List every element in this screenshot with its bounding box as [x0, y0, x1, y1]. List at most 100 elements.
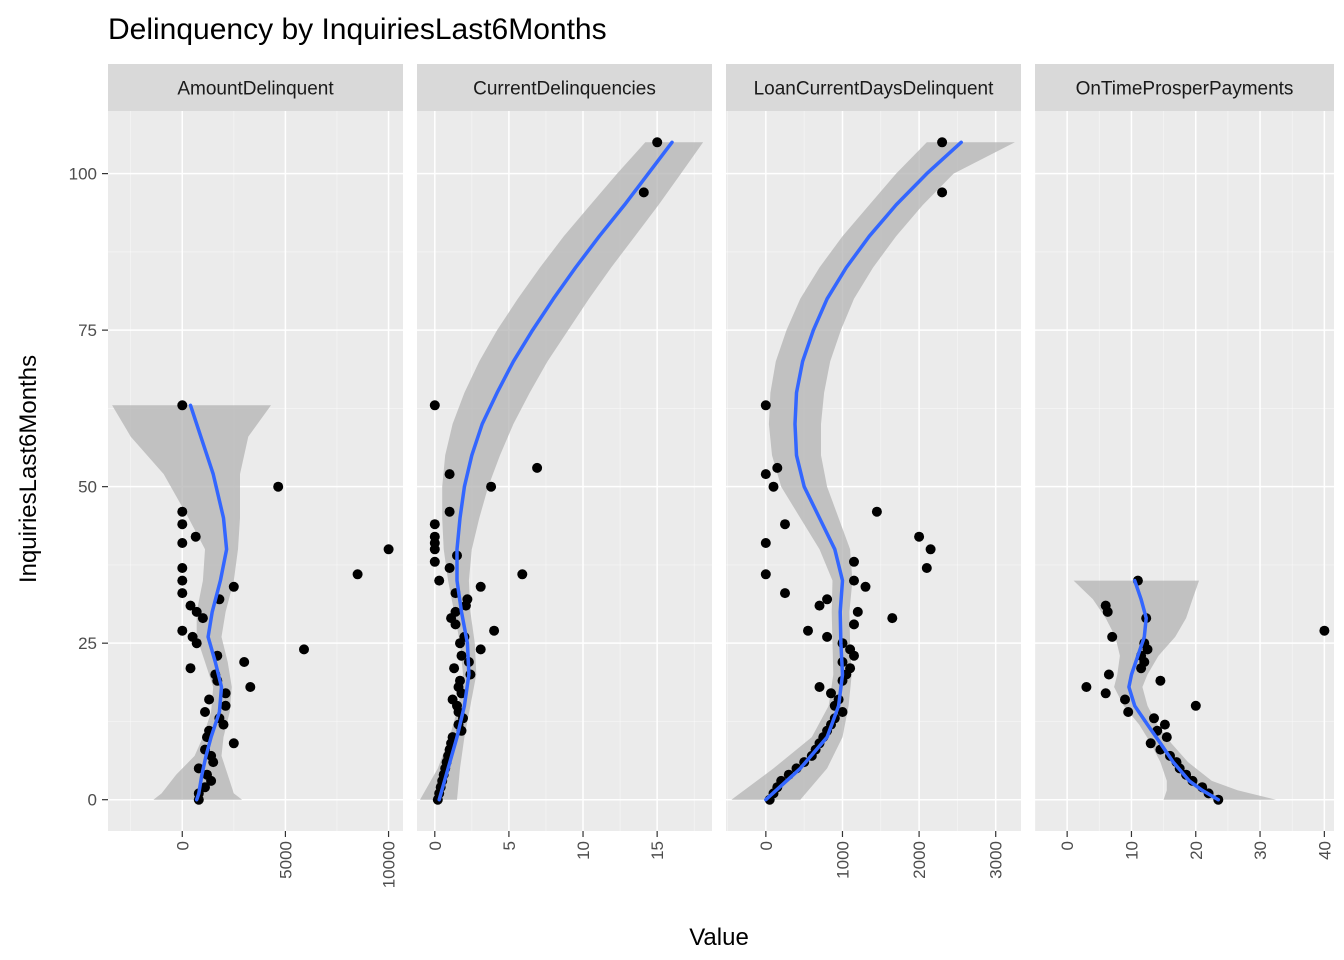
x-axis: 0 10 20 30 40	[1058, 831, 1334, 860]
data-point	[1136, 663, 1147, 674]
data-point	[450, 619, 461, 630]
data-point	[489, 625, 500, 636]
facet-panel-1: AmountDelinquent 0 5000 10000	[108, 64, 403, 888]
facet-strip-background	[1035, 64, 1334, 111]
data-point	[177, 575, 188, 586]
chart-title: Delinquency by InquiriesLast6Months	[108, 13, 607, 46]
data-point	[200, 782, 210, 793]
data-point	[937, 137, 948, 148]
data-point	[1120, 694, 1130, 705]
data-point	[177, 506, 188, 517]
data-point	[456, 688, 467, 699]
facet-panel-3: LoanCurrentDaysDelinquent 0 1000 2000 3000	[726, 64, 1021, 879]
facet-panel-2: CurrentDelinquencies 0 5 10 15	[417, 64, 712, 860]
data-point	[273, 481, 284, 492]
data-point	[456, 650, 467, 661]
x-tick-label: 15	[648, 841, 667, 860]
facet-strip-label: OnTimeProsperPayments	[1076, 79, 1294, 100]
data-point	[220, 688, 231, 699]
data-point	[177, 588, 188, 599]
data-point	[887, 613, 898, 624]
y-axis: 0 25 50 75 100	[69, 165, 108, 810]
data-point	[760, 469, 771, 480]
data-point	[185, 663, 196, 674]
data-point	[206, 775, 217, 786]
y-tick-label: 50	[78, 478, 97, 497]
data-point	[822, 631, 833, 642]
data-point	[185, 600, 196, 611]
data-point	[191, 638, 202, 649]
data-point	[772, 462, 783, 473]
data-point	[191, 606, 202, 617]
x-axis: 0 5 10 15	[426, 831, 667, 860]
smooth-line	[1127, 578, 1221, 802]
data-point	[1155, 675, 1166, 686]
data-point	[849, 556, 859, 567]
data-point	[204, 694, 215, 705]
data-point	[871, 506, 882, 517]
data-point	[177, 538, 188, 548]
x-tick-label: 10000	[380, 841, 399, 888]
x-tick-label: 10	[574, 841, 593, 860]
facet-strip-background	[417, 64, 712, 111]
data-point	[177, 519, 188, 530]
data-point	[814, 682, 825, 692]
data-point	[197, 613, 208, 624]
data-point	[444, 469, 455, 480]
y-tick-label: 25	[78, 634, 97, 653]
data-point	[383, 544, 394, 555]
smooth-line	[437, 140, 674, 802]
data-point	[1123, 707, 1134, 717]
data-point	[760, 400, 771, 411]
confidence-ribbon	[420, 142, 704, 800]
data-point	[1190, 700, 1201, 711]
data-point	[814, 600, 825, 611]
data-point	[429, 400, 440, 411]
facet-strip-label: CurrentDelinquencies	[473, 79, 656, 100]
x-tick-label: 40	[1315, 841, 1334, 860]
gridlines	[1034, 111, 1334, 831]
data-point	[760, 569, 771, 580]
panel-background	[108, 111, 403, 831]
panel-plot-area	[112, 400, 394, 805]
data-point	[208, 757, 219, 768]
data-point	[532, 462, 543, 473]
data-point	[429, 556, 440, 567]
y-axis-title: InquiriesLast6Months	[15, 355, 42, 583]
x-tick-label: 0	[757, 841, 776, 850]
facet-strip-label: AmountDelinquent	[177, 79, 334, 100]
y-tick-label: 75	[78, 321, 97, 340]
x-tick-label: 0	[1058, 841, 1077, 850]
data-point	[849, 619, 859, 630]
data-point	[218, 719, 229, 730]
data-point	[239, 657, 250, 667]
x-tick-label: 5	[500, 841, 519, 850]
facet-strip-label: LoanCurrentDaysDelinquent	[754, 79, 994, 100]
data-point	[449, 663, 460, 674]
y-tick-label: 0	[88, 791, 97, 810]
x-tick-label: 1000	[834, 841, 853, 879]
data-point	[444, 506, 455, 517]
data-point	[780, 588, 790, 599]
x-tick-label: 3000	[987, 841, 1006, 879]
data-point	[429, 519, 440, 530]
x-tick-label: 2000	[910, 841, 929, 879]
data-point	[228, 738, 239, 749]
data-point	[177, 563, 188, 573]
data-point	[228, 581, 239, 592]
x-tick-label: 20	[1187, 841, 1206, 860]
data-point	[352, 569, 363, 580]
data-point	[914, 531, 925, 542]
data-point	[921, 563, 932, 573]
data-point	[1161, 732, 1172, 743]
data-point	[1149, 713, 1159, 724]
data-point	[760, 538, 771, 548]
panel-background	[1035, 111, 1334, 831]
data-point	[486, 481, 497, 492]
data-point	[517, 569, 528, 580]
data-point	[1159, 719, 1170, 730]
x-axis-title: Value	[689, 924, 749, 951]
data-point	[826, 688, 836, 699]
x-tick-label: 0	[426, 841, 445, 850]
